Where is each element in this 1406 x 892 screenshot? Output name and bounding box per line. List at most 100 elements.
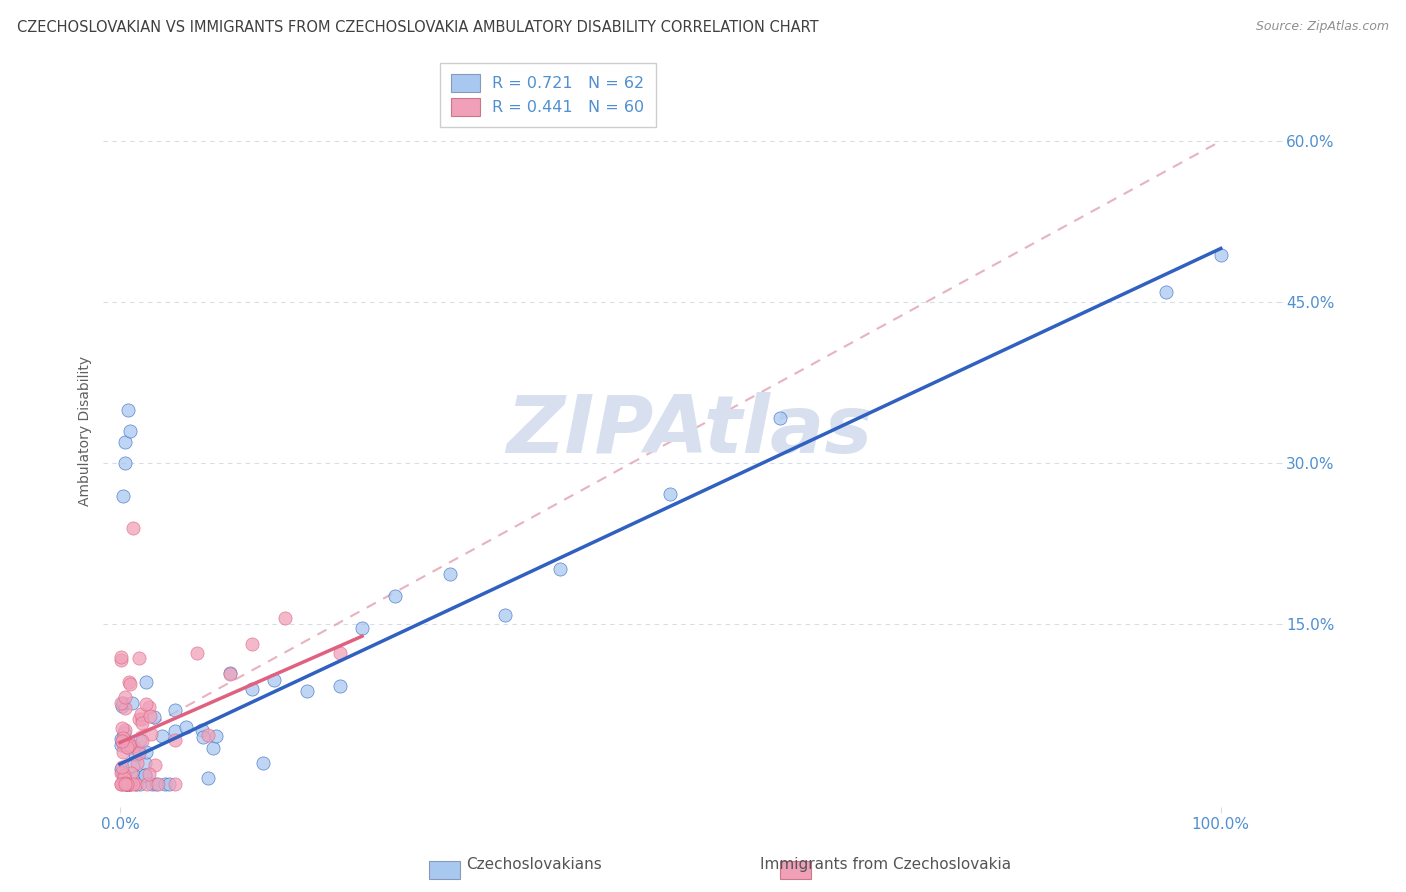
Point xyxy=(111,764,134,779)
Point xyxy=(135,745,157,759)
Point xyxy=(205,729,228,743)
Point xyxy=(117,777,139,791)
Point xyxy=(117,402,139,417)
Point xyxy=(110,777,132,791)
Point xyxy=(329,679,352,693)
Point xyxy=(114,737,136,751)
Point xyxy=(150,730,173,744)
Point xyxy=(329,646,352,660)
Point xyxy=(110,777,132,791)
Point xyxy=(111,488,134,502)
Point xyxy=(125,777,148,791)
Text: Immigrants from Czechoslovakia: Immigrants from Czechoslovakia xyxy=(761,857,1011,872)
Point xyxy=(122,521,145,535)
Point xyxy=(143,758,166,772)
Point xyxy=(118,424,141,438)
Point xyxy=(110,649,132,664)
Point xyxy=(112,767,135,781)
Point xyxy=(125,777,148,791)
Point xyxy=(114,723,136,737)
Point xyxy=(110,766,132,780)
Point xyxy=(122,739,145,753)
Point xyxy=(112,696,135,710)
Point xyxy=(118,738,141,752)
Point xyxy=(769,411,792,425)
Point xyxy=(197,728,219,742)
Point xyxy=(155,777,177,791)
Point xyxy=(114,434,136,449)
Point xyxy=(117,777,139,791)
Point xyxy=(191,730,214,744)
Point xyxy=(114,772,136,786)
Point xyxy=(112,771,135,785)
Point xyxy=(163,732,186,747)
Point xyxy=(128,777,150,791)
Point xyxy=(201,740,224,755)
Point xyxy=(117,777,139,791)
Point xyxy=(118,675,141,690)
Point xyxy=(197,772,219,786)
Point xyxy=(114,690,136,705)
Point xyxy=(114,776,136,790)
Y-axis label: Ambulatory Disability: Ambulatory Disability xyxy=(79,356,93,506)
Point xyxy=(295,683,318,698)
Legend: R = 0.721   N = 62, R = 0.441   N = 60: R = 0.721 N = 62, R = 0.441 N = 60 xyxy=(440,63,655,127)
Point xyxy=(115,777,138,791)
Point xyxy=(122,777,145,791)
Point xyxy=(111,760,134,774)
Point xyxy=(494,608,516,623)
Point xyxy=(1209,248,1232,262)
Point xyxy=(118,740,141,755)
Point xyxy=(240,682,263,697)
Point xyxy=(131,716,153,731)
Point xyxy=(120,765,142,780)
Point xyxy=(141,777,163,791)
Point xyxy=(112,726,135,740)
Point xyxy=(131,706,153,721)
Point xyxy=(163,777,186,791)
Point xyxy=(174,720,197,734)
Point xyxy=(131,733,153,747)
Point xyxy=(110,696,132,710)
Point xyxy=(157,777,180,791)
Point xyxy=(115,739,138,754)
Point xyxy=(134,768,156,782)
Point xyxy=(120,677,142,691)
Point xyxy=(136,777,159,791)
Point xyxy=(121,759,143,773)
Text: ZIPAtlas: ZIPAtlas xyxy=(506,392,873,470)
Point xyxy=(190,723,212,737)
Point xyxy=(659,487,682,501)
Point xyxy=(111,737,134,751)
Point xyxy=(115,777,138,791)
Point xyxy=(127,756,149,770)
Text: Source: ZipAtlas.com: Source: ZipAtlas.com xyxy=(1256,20,1389,33)
Point xyxy=(145,777,167,791)
Point xyxy=(115,777,138,791)
Point xyxy=(135,697,157,711)
Point xyxy=(114,777,136,791)
Point xyxy=(118,777,141,791)
Point xyxy=(142,710,165,724)
Point xyxy=(118,777,141,791)
Point xyxy=(439,567,461,582)
Point xyxy=(110,734,132,748)
Point xyxy=(138,700,160,714)
Point xyxy=(128,747,150,761)
Point xyxy=(118,739,141,754)
Point xyxy=(263,673,285,687)
Point xyxy=(121,696,143,710)
Point xyxy=(274,610,297,624)
Point xyxy=(124,747,146,762)
Point xyxy=(114,701,136,715)
Point xyxy=(186,646,208,660)
Point xyxy=(138,767,160,781)
Text: Czechoslovakians: Czechoslovakians xyxy=(467,857,602,872)
Point xyxy=(146,777,169,791)
Point xyxy=(352,621,374,635)
Point xyxy=(110,762,132,776)
Point xyxy=(128,651,150,665)
Point xyxy=(110,732,132,747)
Point xyxy=(134,756,156,771)
Point xyxy=(112,745,135,759)
